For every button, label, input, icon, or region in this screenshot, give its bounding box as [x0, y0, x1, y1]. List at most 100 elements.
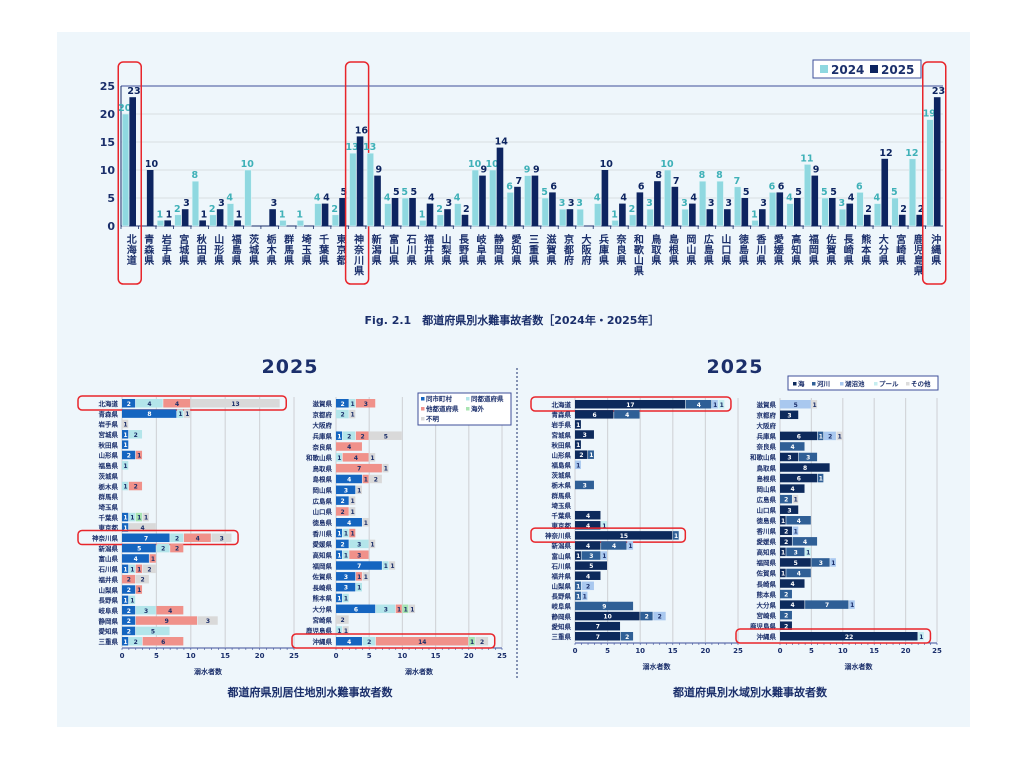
bar-segment-不明 — [369, 453, 376, 462]
bar-2025 — [549, 192, 556, 226]
bar-2025 — [724, 209, 731, 226]
data-label-2024: 13 — [363, 142, 376, 153]
bar-2024 — [873, 203, 882, 227]
bar-2025 — [654, 181, 661, 226]
x-tick-label: 5 — [154, 652, 159, 660]
row-label: 山梨県 — [99, 585, 119, 594]
segment-label: 2 — [127, 628, 131, 635]
segment-label: 4 — [354, 455, 358, 462]
bar-segment-同市町村 — [122, 605, 136, 615]
segment-label: 14 — [418, 639, 426, 646]
bar-2025 — [181, 209, 189, 226]
bar-segment-不明 — [342, 626, 349, 635]
row-label: 広島県 — [757, 495, 777, 504]
row-label: 愛知県 — [552, 622, 572, 631]
segment-label: 1 — [583, 593, 587, 600]
row-label: 滋賀県 — [757, 400, 777, 409]
data-label-2025: 3 — [218, 198, 225, 209]
x-tick-label: 北海道 — [124, 233, 136, 266]
bar-2025 — [828, 198, 836, 226]
bar-2025 — [514, 186, 521, 226]
x-axis-label: 溺水者数 — [194, 667, 223, 676]
segment-label: 1 — [364, 520, 368, 527]
bar-segment-同市町村 — [336, 431, 343, 440]
row-label: 山口県 — [757, 505, 777, 514]
x-tick-label: 東京都 — [334, 233, 347, 266]
x-tick-label: 長崎県 — [841, 234, 853, 266]
legend-swatch — [421, 397, 425, 401]
bar-2025 — [426, 203, 434, 226]
data-label-2024: 5 — [541, 187, 548, 198]
bar-segment-その他 — [836, 431, 843, 441]
data-label-2025: 2 — [865, 204, 872, 215]
data-label-2025: 1 — [201, 209, 208, 220]
bar-2024 — [244, 169, 252, 227]
bar-segment-他都道府県 — [362, 474, 369, 484]
segment-label: 2 — [175, 546, 179, 553]
data-label-2024: 6 — [769, 181, 776, 192]
bar-segment-同都道府県 — [156, 543, 170, 553]
row-label: 徳島県 — [312, 518, 333, 527]
row-label: 大分県 — [313, 605, 333, 614]
segment-label: 4 — [797, 571, 801, 578]
bar-2024 — [541, 197, 549, 227]
segment-label: 1 — [720, 402, 724, 409]
data-label-2024: 8 — [716, 170, 723, 181]
segment-label: 3 — [583, 432, 587, 439]
x-tick-label: 高知県 — [789, 233, 802, 266]
segment-label: 5 — [151, 628, 155, 635]
row-label: 岡山県 — [313, 486, 333, 495]
bar-2024 — [646, 208, 654, 227]
bar-segment-同都道府県 — [342, 528, 349, 538]
data-label-2024: 3 — [681, 198, 688, 209]
bar-segment-河川 — [786, 547, 805, 557]
bar-segment-不明 — [349, 496, 356, 505]
bar-segment-同市町村 — [336, 637, 362, 646]
row-label: 鹿児島県 — [306, 626, 333, 635]
segment-label: 2 — [784, 613, 788, 620]
data-label-2025: 4 — [848, 193, 855, 204]
bar-segment-海 — [575, 541, 601, 550]
segment-label: 4 — [612, 543, 616, 550]
x-tick-label: 愛知県 — [509, 233, 522, 266]
segment-label: 3 — [787, 507, 791, 514]
segment-label: 1 — [137, 515, 141, 522]
row-label: 三重県 — [99, 637, 119, 646]
bar-segment-不明 — [122, 419, 129, 429]
bar-segment-湖沼池 — [581, 581, 594, 591]
segment-label: 2 — [127, 608, 131, 615]
segment-label: 2 — [134, 484, 138, 491]
bar-segment-同市町村 — [336, 572, 356, 581]
data-label-2024: 10 — [485, 159, 499, 170]
data-label-2025: 5 — [341, 187, 348, 198]
segment-label: 3 — [357, 541, 361, 548]
x-tick-label: 秋田県 — [194, 233, 206, 266]
bar-segment-他都道府県 — [336, 463, 382, 473]
data-label-2025: 7 — [673, 176, 680, 187]
bar-2025 — [409, 198, 416, 226]
bar-segment-河川 — [575, 480, 594, 490]
row-label: 長野県 — [99, 596, 119, 605]
row-label: 広島県 — [313, 496, 333, 505]
legend-label: 2025 — [881, 63, 914, 77]
segment-label: 2 — [341, 509, 345, 516]
segment-label: 4 — [168, 608, 172, 615]
row-label: 福岡県 — [312, 561, 333, 570]
bar-segment-他都道府県 — [355, 572, 362, 581]
data-label-2024: 7 — [734, 176, 741, 187]
y-tick-label: 20 — [100, 108, 116, 121]
segment-label: 5 — [137, 546, 141, 553]
row-label: 秋田県 — [552, 440, 572, 449]
bar-segment-河川 — [575, 591, 581, 601]
row-label: 埼玉県 — [552, 501, 572, 510]
segment-label: 3 — [787, 412, 791, 419]
data-label-2024: 3 — [559, 198, 566, 209]
data-label-2025: 6 — [550, 181, 557, 192]
segment-label: 4 — [586, 573, 590, 580]
bar-segment-海 — [780, 516, 786, 525]
legend-label: 2024 — [831, 63, 864, 77]
bar-segment-同市町村 — [122, 512, 129, 522]
x-tick-label: 新潟県 — [369, 233, 381, 266]
bar-2024 — [524, 175, 532, 227]
